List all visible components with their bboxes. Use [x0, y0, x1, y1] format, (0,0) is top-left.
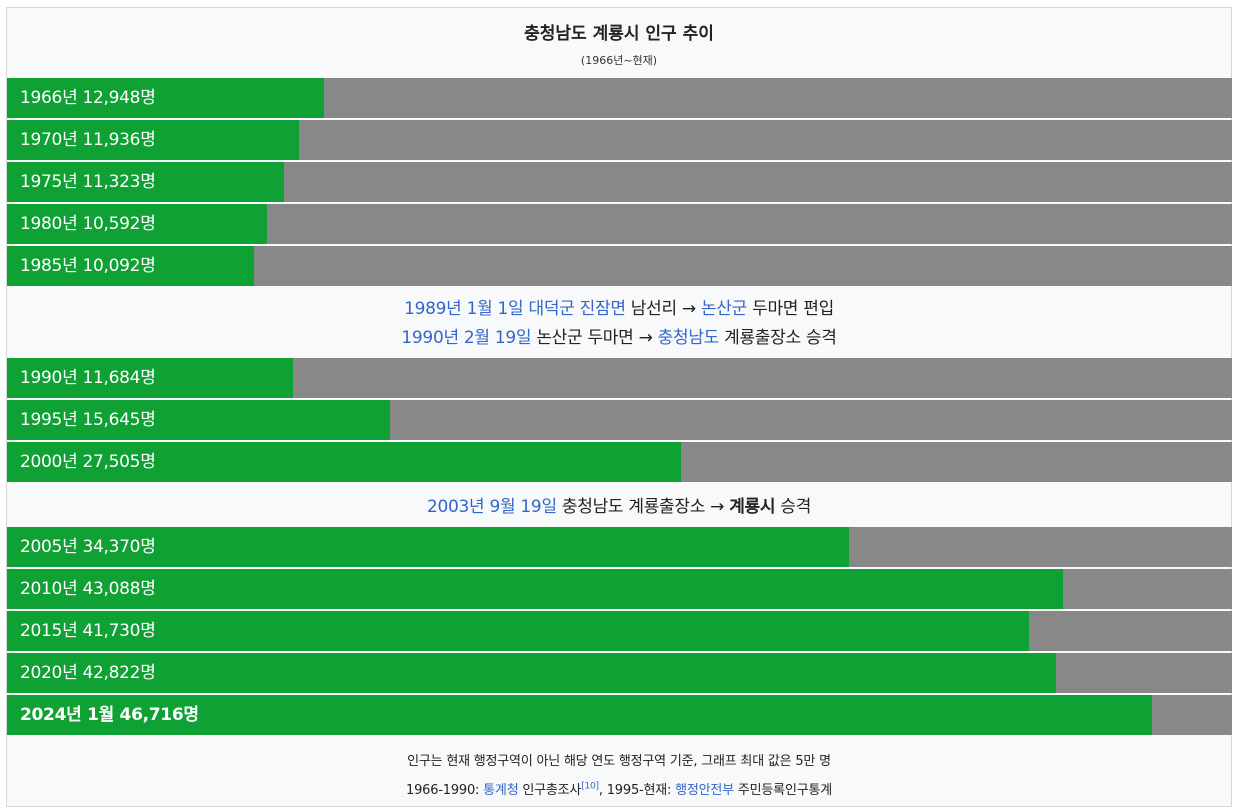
- gyeryong-city-label: 계룡시: [729, 497, 776, 517]
- bar-row: 1975년 11,323명: [7, 162, 1232, 202]
- bar-row: 2005년 34,370명: [7, 527, 1232, 567]
- bar-row: 1985년 10,092명: [7, 246, 1232, 286]
- bar-label: 1975년 11,323명: [20, 172, 156, 192]
- bar-row: 2020년 42,822명: [7, 653, 1232, 693]
- note-text: 계룡출장소 승격: [719, 328, 837, 348]
- source-text: , 1995-현재:: [598, 783, 676, 798]
- bar-label: 1966년 12,948명: [20, 88, 156, 108]
- bar-label: 1985년 10,092명: [20, 256, 156, 276]
- note-text: 남선리 →: [630, 299, 701, 319]
- note-1990: 1990년 2월 19일 논산군 두마면 → 충청남도 계룡출장소 승격: [7, 324, 1231, 352]
- note-text: 충청남도 계룡출장소 →: [556, 497, 730, 517]
- bar-row: 1990년 11,684명: [7, 358, 1232, 398]
- bar-row: 2010년 43,088명: [7, 569, 1232, 609]
- bar-row: 2000년 27,505명: [7, 442, 1232, 482]
- bar-row: 1966년 12,948명: [7, 78, 1232, 118]
- nonsan-link[interactable]: 논산군: [700, 299, 747, 319]
- bar-row: 1970년 11,936명: [7, 120, 1232, 160]
- note-text: 승격: [775, 497, 812, 517]
- date-link[interactable]: 1990년 2월 19일: [401, 328, 532, 348]
- source-text: 주민등록인구통계: [733, 783, 832, 798]
- note-1989: 1989년 1월 1일 대덕군 진잠면 남선리 → 논산군 두마면 편입: [7, 295, 1231, 323]
- bar: [7, 78, 325, 118]
- bar-label: 1995년 15,645명: [20, 410, 156, 430]
- bar-label: 2020년 42,822명: [20, 663, 156, 683]
- note-text: 두마면 편입: [747, 299, 834, 319]
- note-2003: 2003년 9월 19일 충청남도 계룡출장소 → 계룡시 승격: [7, 493, 1231, 521]
- source-text: 1966-1990:: [406, 783, 484, 798]
- footer-note: 인구는 현재 행정구역이 아닌 해당 연도 행정구역 기준, 그래프 최대 값은…: [407, 754, 831, 769]
- bar-row: 1995년 15,645명: [7, 400, 1232, 440]
- chart-title: 충청남도 계룡시 인구 추이: [524, 24, 714, 44]
- bar: [7, 400, 391, 440]
- bar: [7, 695, 1152, 735]
- bar-label: 1980년 10,592명: [20, 214, 156, 234]
- daedeok-link[interactable]: 대덕군: [528, 299, 575, 319]
- source-text: 인구총조사: [518, 783, 582, 798]
- bar: [7, 442, 681, 482]
- bar-label: 1970년 11,936명: [20, 130, 156, 150]
- chart-subtitle: (1966년~현재): [580, 54, 658, 67]
- date-link[interactable]: 1989년 1월 1일: [404, 299, 524, 319]
- bar-label: 2000년 27,505명: [20, 452, 156, 472]
- bar: [7, 358, 294, 398]
- footer-source: 1966-1990: 통계청 인구총조사[10], 1995-현재: 행정안전부…: [7, 779, 1231, 798]
- bar-label: 1990년 11,684명: [20, 368, 156, 388]
- citation-link[interactable]: [10]: [581, 781, 599, 792]
- bar-label: 2015년 41,730명: [20, 621, 156, 641]
- bar: [7, 569, 1063, 609]
- bar: [7, 120, 300, 160]
- bar-row: 1980년 10,592명: [7, 204, 1232, 244]
- bar-label: 2005년 34,370명: [20, 537, 156, 557]
- bar: [7, 246, 255, 286]
- date-link[interactable]: 2003년 9월 19일: [426, 497, 557, 517]
- bar-label: 2010년 43,088명: [20, 579, 156, 599]
- chungnam-link[interactable]: 충청남도: [657, 328, 720, 348]
- bar: [7, 653, 1057, 693]
- bar: [7, 204, 267, 244]
- bar: [7, 527, 850, 567]
- kostat-link[interactable]: 통계청: [483, 783, 519, 798]
- bar-row: 2015년 41,730명: [7, 611, 1232, 651]
- bar-row: 2024년 1월 46,716명: [7, 695, 1232, 735]
- bar: [7, 162, 285, 202]
- mois-link[interactable]: 행정안전부: [675, 783, 734, 798]
- bar-label: 2024년 1월 46,716명: [20, 705, 199, 725]
- jinjam-link[interactable]: 진잠면: [579, 299, 626, 319]
- note-text: 논산군 두마면 →: [531, 328, 658, 348]
- bar: [7, 611, 1030, 651]
- population-chart: 충청남도 계룡시 인구 추이 (1966년~현재) 1966년 12,948명 1…: [6, 7, 1232, 807]
